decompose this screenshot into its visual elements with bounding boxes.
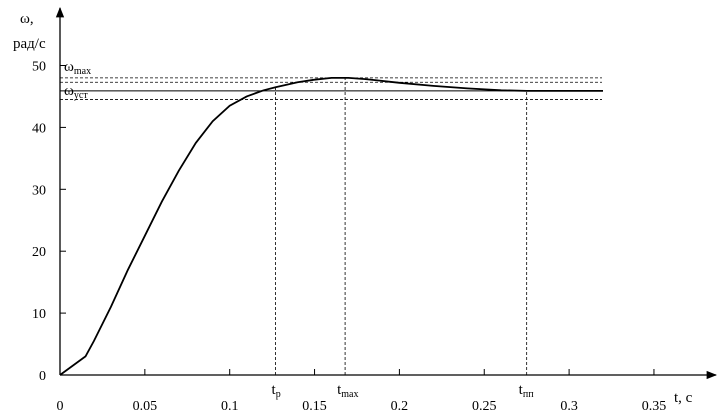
omega-max-subscript: max — [74, 66, 91, 77]
t-p-annotation: tp — [272, 382, 281, 400]
y-tick-label: 0 — [39, 369, 46, 384]
x-tick-label: 0.25 — [472, 399, 497, 414]
x-tick-label: 0.15 — [302, 399, 327, 414]
x-tick-label: 0.35 — [642, 399, 667, 414]
y-axis-label-line2: рад/с — [13, 36, 46, 52]
x-ticks: 0 0.05 0.1 0.15 0.2 0.25 0.3 0.35 — [57, 369, 667, 414]
x-tick-label: 0.05 — [133, 399, 158, 414]
y-tick-label: 10 — [32, 307, 46, 322]
t-pp-subscript: пп — [523, 389, 534, 400]
y-tick-label: 50 — [32, 60, 46, 75]
y-tick-label: 40 — [32, 121, 46, 136]
t-max-symbol: t — [337, 382, 342, 398]
x-tick-label: 0 — [57, 399, 64, 414]
omega-steady-subscript: уст — [74, 90, 88, 101]
omega-max-annotation: ωmax — [64, 59, 91, 77]
t-pp-symbol: t — [519, 382, 524, 398]
t-max-annotation: tmax — [337, 382, 358, 400]
t-pp-annotation: tпп — [519, 382, 535, 400]
omega-max-symbol: ω — [64, 59, 74, 75]
omega-steady-annotation: ωуст — [64, 83, 88, 101]
y-tick-label: 30 — [32, 183, 46, 198]
x-tick-label: 0.3 — [560, 399, 578, 414]
x-axis-label: t, с — [674, 390, 693, 406]
x-tick-label: 0.2 — [391, 399, 409, 414]
t-p-symbol: t — [272, 382, 277, 398]
y-ticks: 0 10 20 30 40 50 — [32, 60, 66, 384]
t-p-subscript: p — [276, 389, 281, 400]
y-axis-label-line1: ω, — [20, 11, 34, 27]
t-max-subscript: max — [341, 389, 358, 400]
y-tick-label: 20 — [32, 245, 46, 260]
x-tick-label: 0.1 — [221, 399, 239, 414]
omega-curve — [59, 77, 603, 376]
omega-steady-symbol: ω — [64, 83, 74, 99]
